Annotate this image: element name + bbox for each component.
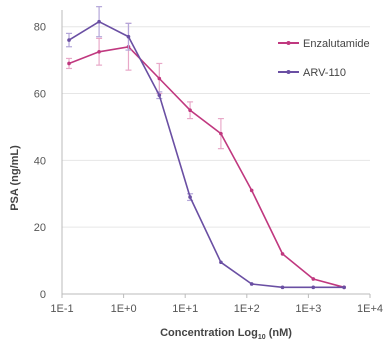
y-tick-label: 0	[40, 289, 46, 301]
data-point-enzalutamide	[311, 277, 316, 281]
y-tick-label: 40	[34, 155, 46, 167]
y-axis-label: PSA (ng/mL)	[9, 145, 21, 211]
gridlines	[62, 26, 370, 295]
data-point-arv-110	[280, 285, 285, 290]
x-tick-label: 1E+2	[234, 303, 260, 315]
y-tick-label: 20	[34, 222, 46, 234]
x-tick-labels: 1E-1 1E+0 1E+1 1E+2 1E+3 1E+4	[50, 303, 383, 315]
data-point-enzalutamide	[157, 76, 162, 81]
series-group	[66, 6, 346, 290]
data-point-enzalutamide	[219, 131, 223, 136]
data-point-enzalutamide	[97, 49, 101, 54]
x-axis-label-sub: 10	[258, 334, 266, 341]
x-axis-label-main: Concentration Log	[160, 327, 258, 339]
y-tick-label: 60	[34, 89, 46, 101]
legend-label-arv110: ARV-110	[303, 67, 346, 79]
data-point-arv-110	[126, 34, 131, 39]
data-point-arv-110	[188, 195, 192, 199]
legend-label-enzalutamide: Enzalutamide	[303, 38, 370, 50]
series-line-arv-110	[68, 20, 345, 289]
legend-marker-enzalutamide	[286, 41, 291, 45]
y-tick-label: 80	[34, 22, 46, 34]
x-axis-label: Concentration Log10 (nM)	[160, 327, 292, 341]
data-point-arv-110	[249, 282, 254, 286]
x-tick-label: 1E+3	[295, 303, 321, 315]
series-arv-110	[66, 6, 346, 290]
data-point-arv-110	[97, 19, 101, 24]
data-point-enzalutamide	[280, 252, 285, 256]
data-point-arv-110	[342, 285, 346, 290]
legend: Enzalutamide ARV-110	[278, 38, 370, 79]
data-point-arv-110	[67, 38, 71, 42]
axes	[61, 10, 371, 298]
legend-marker-arv110	[286, 70, 291, 74]
data-point-arv-110	[157, 93, 162, 97]
data-point-enzalutamide	[67, 61, 71, 66]
series-enzalutamide	[66, 22, 346, 290]
series-line-enzalutamide	[68, 45, 345, 289]
data-point-arv-110	[219, 260, 223, 265]
data-point-arv-110	[311, 285, 316, 290]
x-tick-label: 1E+1	[172, 303, 198, 315]
x-axis-label-unit: (nM)	[266, 327, 293, 339]
data-point-enzalutamide	[249, 188, 254, 193]
x-tick-label: 1E+4	[357, 303, 383, 315]
y-tick-labels: 0 20 40 60 80	[34, 22, 46, 301]
data-point-enzalutamide	[188, 108, 192, 113]
x-tick-label: 1E-1	[50, 303, 73, 315]
x-tick-label: 1E+0	[111, 303, 137, 315]
